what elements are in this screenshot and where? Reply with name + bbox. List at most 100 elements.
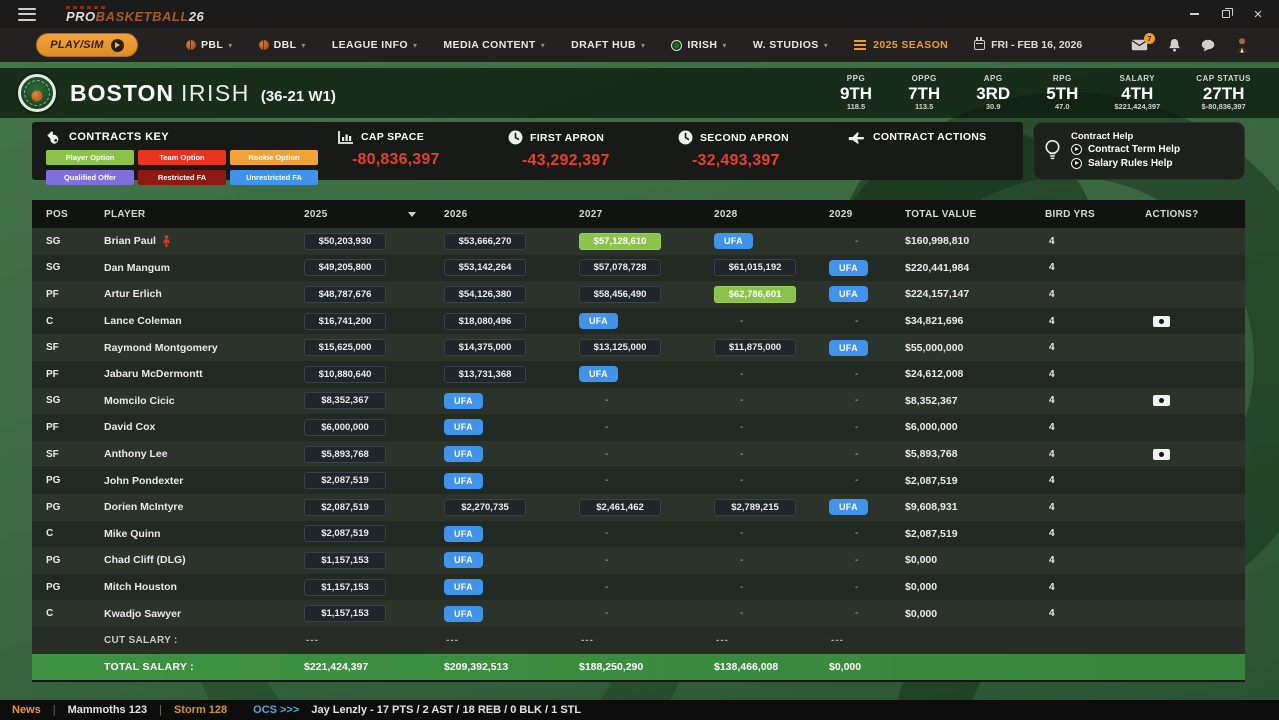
table-row-dorien-mcintyre[interactable]: PG Dorien McIntyre $2,087,519 $2,270,735 $2,… <box>32 493 1245 521</box>
restore-button[interactable] <box>1213 4 1239 24</box>
column-header-2028[interactable]: 2028 <box>700 209 815 220</box>
column-header-label: 2027 <box>579 208 603 220</box>
help-link-salary-rules-help[interactable]: Salary Rules Help <box>1071 157 1180 169</box>
year-cell: - <box>565 475 700 486</box>
column-header-2027[interactable]: 2027 <box>565 209 700 220</box>
sort-desc-icon <box>408 211 416 217</box>
table-row-raymond-montgomery[interactable]: SF Raymond Montgomery $15,625,000 $14,375,0… <box>32 334 1245 361</box>
table-row-mike-quinn[interactable]: C Mike Quinn $2,087,519 UFA - - - $2,087,519 4 <box>32 520 1245 548</box>
team-city: BOSTON <box>70 79 174 106</box>
nav-item-draft-hub[interactable]: DRAFT HUB ▾ <box>571 39 645 51</box>
year-cell: $18,080,496 <box>430 312 565 330</box>
year-cell: - <box>815 555 885 566</box>
season-selector[interactable]: 2025 SEASON <box>854 39 948 51</box>
year-cell: $57,128,610 <box>565 232 700 250</box>
table-row-artur-erlich[interactable]: PF Artur Erlich $48,787,676 $54,126,380 $58,… <box>32 281 1245 308</box>
table-header-row: POS PLAYER 2025 2026 2027 2028 2029 TOTAL VALUE… <box>32 200 1245 228</box>
contracts-key-badges: Player Option Team Option Rookie Option Qua… <box>46 150 338 185</box>
player-cell: Artur Erlich <box>94 288 290 300</box>
mail-icon[interactable]: 7 <box>1131 33 1155 51</box>
play-sim-button[interactable]: PLAY/SIM <box>36 33 138 57</box>
year-cell: - <box>700 369 815 380</box>
column-header-label: POS <box>46 208 69 220</box>
cap-metrics: CAP SPACE -80,836,397 FIRST APRON -43,292,3… <box>338 129 848 175</box>
help-link-contract-term-help[interactable]: Contract Term Help <box>1071 144 1180 156</box>
empty-cell-dash: - <box>605 421 609 433</box>
column-header-player[interactable]: PLAYER <box>94 209 290 220</box>
cut-salary-row: CUT SALARY : --- --- --- --- --- <box>32 626 1245 654</box>
column-header-total-value[interactable]: TOTAL VALUE <box>885 209 1025 220</box>
table-row-dan-mangum[interactable]: SG Dan Mangum $49,205,800 $53,142,264 $57,07… <box>32 254 1245 282</box>
video-action-icon[interactable] <box>1153 448 1170 460</box>
year-cell: UFA <box>430 392 565 409</box>
year-cell: - <box>700 422 815 433</box>
total-salary-row: TOTAL SALARY : $221,424,397 $209,392,513 $1… <box>32 653 1245 681</box>
salary-chip: $53,666,270 <box>444 232 526 250</box>
column-header-2026[interactable]: 2026 <box>430 209 565 220</box>
year-cell: - <box>815 316 885 327</box>
chat-icon[interactable] <box>1201 39 1215 52</box>
nav-item-irish[interactable]: IRISH ▾ <box>671 39 726 51</box>
ufa-badge: UFA <box>714 233 753 250</box>
column-header-pos[interactable]: POS <box>32 209 94 220</box>
empty-cell-dash: - <box>740 421 744 433</box>
year-cell: $61,015,192 <box>700 259 815 277</box>
table-row-chad-cliff-dlg[interactable]: PG Chad Cliff (DLG) $1,157,153 UFA - - - $0,000… <box>32 547 1245 574</box>
stat-rank: 5TH <box>1046 83 1079 103</box>
table-row-kwadjo-sawyer[interactable]: C Kwadjo Sawyer $1,157,153 UFA - - - $0,000 4 <box>32 600 1245 627</box>
stat-label: SALARY <box>1119 74 1156 84</box>
column-header-2029[interactable]: 2029 <box>815 209 885 220</box>
nav-item-media-content[interactable]: MEDIA CONTENT ▾ <box>443 39 545 51</box>
nav-item-w-studios[interactable]: W. STUDIOS ▾ <box>753 39 828 51</box>
minimize-button[interactable] <box>1181 4 1207 24</box>
total-value-cell: $0,000 <box>905 554 938 567</box>
year-cell: $15,625,000 <box>290 339 430 357</box>
close-button[interactable]: × <box>1245 4 1271 24</box>
nav-item-label: LEAGUE INFO <box>331 39 408 51</box>
stat-label: OPPG <box>911 74 937 84</box>
nav-item-pbl[interactable]: PBL ▾ <box>186 39 233 51</box>
nav-item-dbl[interactable]: DBL ▾ <box>258 39 306 51</box>
table-row-anthony-lee[interactable]: SF Anthony Lee $5,893,768 UFA - - - $5,893,768 4 <box>32 440 1245 468</box>
table-row-john-pondexter[interactable]: PG John Pondexter $2,087,519 UFA - - - $2,087,5… <box>32 467 1245 494</box>
year-cell: - <box>700 449 815 460</box>
player-name: Raymond Montgomery <box>104 341 218 354</box>
column-header-2025[interactable]: 2025 <box>290 209 430 220</box>
video-action-icon[interactable] <box>1153 315 1170 327</box>
empty-cell-dash: - <box>740 475 744 487</box>
table-row-mitch-houston[interactable]: PG Mitch Houston $1,157,153 UFA - - - $0,000 4 <box>32 573 1245 601</box>
year-cell: - <box>700 528 815 539</box>
contract-help-title: Contract Help <box>1071 130 1134 142</box>
table-row-momcilo-cicic[interactable]: SG Momcilo Cicic $8,352,367 UFA - - - $8,352,36… <box>32 387 1245 415</box>
total-salary-value: $221,424,397 <box>304 660 369 673</box>
hamburger-menu-icon[interactable] <box>18 7 36 21</box>
stat-rank: 9TH <box>839 83 873 103</box>
arrow-right-icon <box>1071 157 1082 169</box>
bell-icon[interactable] <box>1168 38 1181 52</box>
total-salary-value: $138,466,008 <box>714 660 779 673</box>
titlebar: PROBASKETBALL26 × <box>0 0 1279 28</box>
avatar[interactable] <box>1235 37 1249 53</box>
column-header-label: 2028 <box>714 208 738 220</box>
table-row-brian-paul[interactable]: SG Brian Paul $50,203,930 $53,666,270 $57,12… <box>32 228 1245 255</box>
cut-salary-value: --- <box>716 634 729 646</box>
restore-icon <box>1222 7 1233 18</box>
salary-chip: $11,875,000 <box>714 339 796 357</box>
video-action-icon[interactable] <box>1153 395 1170 407</box>
salary-chip: $2,461,462 <box>579 498 661 516</box>
pos-cell: SF <box>46 342 59 354</box>
table-row-david-cox[interactable]: PF David Cox $6,000,000 UFA - - - $6,000,000 4 <box>32 414 1245 441</box>
logo-text-basketball: BASKETBALL <box>95 8 189 24</box>
close-icon: × <box>1253 5 1263 23</box>
table-row-jabaru-mcdermontt[interactable]: PF Jabaru McDermontt $10,880,640 $13,731,36… <box>32 360 1245 388</box>
nav-item-league-info[interactable]: LEAGUE INFO ▾ <box>332 39 418 51</box>
cap-metric-label: SECOND APRON <box>700 131 789 144</box>
player-cell: Dorien McIntyre <box>94 501 290 513</box>
stat-value: 118.5 <box>846 102 866 112</box>
table-row-lance-coleman[interactable]: C Lance Coleman $16,741,200 $18,080,496 UFA -… <box>32 307 1245 335</box>
ticker-news[interactable]: News <box>12 704 41 716</box>
bird-years-cell: 4 <box>1049 581 1055 593</box>
pos-cell: PF <box>46 288 59 300</box>
year-cell: - <box>700 555 815 566</box>
